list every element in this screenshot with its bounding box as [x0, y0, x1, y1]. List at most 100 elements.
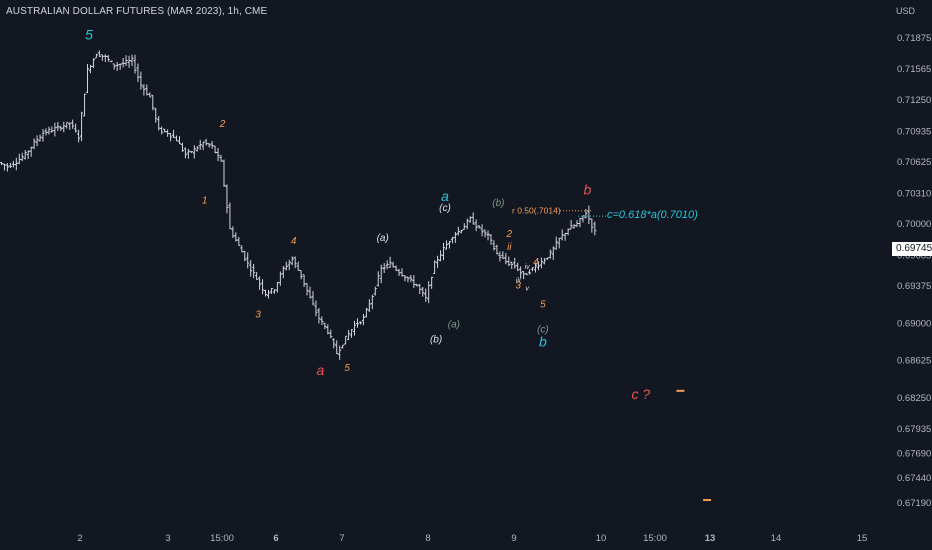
ohlc-bar	[382, 263, 386, 273]
ohlc-bar	[68, 122, 72, 130]
time-tick-label: 13	[705, 533, 716, 544]
ohlc-bar	[26, 150, 30, 160]
ohlc-bar	[139, 71, 143, 90]
wave-label: 4	[533, 257, 539, 268]
ohlc-bar	[367, 299, 371, 313]
ohlc-bar	[154, 107, 158, 123]
ohlc-bar	[584, 209, 588, 219]
ohlc-bar	[349, 329, 354, 338]
time-tick-label: 6	[273, 533, 278, 544]
ohlc-bar	[35, 135, 39, 147]
ohlc-bar	[222, 159, 226, 187]
ohlc-bar	[17, 153, 21, 165]
ohlc-bar	[272, 289, 277, 294]
ohlc-bar	[246, 252, 250, 269]
ohlc-bar	[587, 205, 591, 225]
wave-label: 1	[202, 195, 208, 206]
ohlc-bar	[124, 55, 128, 66]
ohlc-bar	[115, 61, 119, 71]
current-price-tag: 0.69745	[892, 242, 932, 257]
ohlc-bar	[213, 145, 217, 154]
ohlc-bar	[281, 265, 285, 279]
ohlc-bar	[269, 287, 274, 294]
ohlc-bar	[296, 261, 300, 271]
ohlc-bar	[130, 54, 134, 67]
ohlc-bar	[189, 151, 193, 154]
ohlc-bar	[94, 53, 99, 59]
ohlc-bar	[557, 237, 561, 249]
wave-label: ii	[507, 242, 512, 253]
ohlc-bar	[287, 259, 291, 271]
price-tick-label: 0.70935	[897, 126, 931, 137]
ohlc-bar	[44, 128, 48, 136]
ohlc-bar	[418, 283, 422, 295]
ohlc-bar	[486, 230, 490, 241]
price-axis: USD 0.71875 0.71565 0.71250 0.70935 0.70625 0.…	[896, 6, 931, 509]
ohlc-bar	[311, 291, 315, 306]
ohlc-bar	[56, 121, 60, 131]
ohlc-bar	[257, 276, 262, 290]
price-tick-label: 0.68625	[897, 356, 931, 367]
ohlc-bar	[50, 126, 54, 133]
ohlc-bar	[441, 242, 446, 261]
price-tick-label: 0.71565	[897, 64, 931, 75]
fib-level-label: r 0.50(.7014)	[512, 206, 561, 216]
time-tick-label: 10	[596, 533, 607, 544]
ohlc-bar	[174, 135, 179, 142]
ohlc-bar	[145, 84, 149, 96]
ohlc-bar	[240, 245, 244, 253]
ohlc-bar	[519, 266, 523, 279]
ohlc-bar	[513, 257, 517, 269]
ohlc-bar	[79, 111, 84, 142]
ohlc-bar	[106, 54, 110, 62]
ohlc-bar	[542, 257, 546, 265]
ohlc-bar	[71, 119, 75, 129]
ohlc-bar	[522, 270, 526, 279]
ohlc-bar	[373, 286, 377, 296]
price-tick-label: 0.71875	[897, 33, 931, 44]
ohlc-bar	[151, 94, 155, 111]
ohlc-bar	[424, 288, 428, 302]
ohlc-bar	[391, 261, 395, 268]
ohlc-bar	[409, 274, 413, 283]
ohlc-bar	[593, 221, 597, 236]
wave-label: 5	[344, 363, 350, 374]
wave-label: iv	[525, 264, 531, 271]
ohlc-bar	[252, 263, 256, 279]
wave-label: (b)	[492, 198, 504, 209]
ohlc-bar	[168, 132, 173, 142]
ohlc-bars	[0, 50, 597, 360]
price-tick-label: 0.70625	[897, 157, 931, 168]
ohlc-bar	[219, 154, 223, 162]
wave-label: c ?	[631, 386, 650, 402]
ohlc-bar	[516, 262, 520, 272]
wave-label: b	[539, 333, 547, 349]
ohlc-bar	[370, 294, 374, 310]
wave-label: 3	[515, 281, 521, 292]
ohlc-bar	[157, 116, 161, 131]
ohlc-bar	[225, 184, 229, 214]
ohlc-bar	[361, 313, 366, 326]
wave-label: (a)	[448, 319, 460, 330]
ohlc-bar	[504, 252, 508, 265]
ohlc-bar	[524, 273, 529, 276]
ohlc-bar	[394, 265, 398, 272]
ohlc-bar	[435, 255, 440, 269]
ohlc-bar	[243, 250, 247, 262]
currency-label: USD	[896, 6, 916, 16]
ohlc-bar	[160, 126, 164, 135]
ohlc-bar	[346, 330, 351, 341]
ohlc-bar	[569, 220, 573, 230]
wave-label: 3	[255, 310, 261, 321]
ohlc-bar	[278, 271, 282, 286]
chart-title: AUSTRALIAN DOLLAR FUTURES (MAR 2023), 1h…	[6, 6, 268, 17]
ohlc-bar	[263, 289, 268, 297]
ohlc-bar	[427, 281, 431, 304]
ohlc-bar	[207, 143, 211, 148]
ohlc-bar	[438, 250, 443, 262]
ohlc-bar	[489, 234, 493, 245]
ohlc-bar	[308, 286, 312, 299]
ohlc-bar	[492, 240, 496, 251]
